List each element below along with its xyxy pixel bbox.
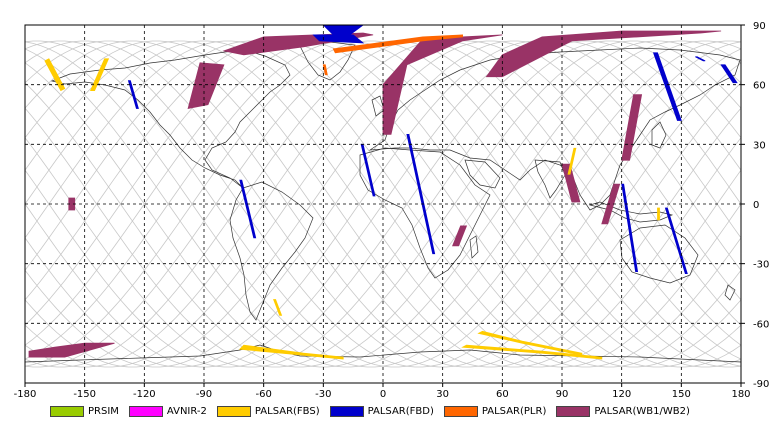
legend-swatch (128, 405, 163, 417)
legend-item: PALSAR(WB1/WB2) (556, 405, 690, 417)
y-axis-ticks: 90 60 30 0 -30 -60 -90 (741, 21, 769, 390)
coastline-south-america (229, 181, 314, 321)
legend-item: PRSIM (50, 405, 119, 417)
x-tick-label: 60 (496, 389, 509, 400)
swath-palsar-fbd (127, 80, 139, 109)
x-tick-label: 120 (612, 389, 631, 400)
orbit-track (24, 40, 742, 368)
x-axis-ticks: -180 -150 -120 -90 -60 -30 0 30 60 90 120 150 180 (14, 383, 751, 400)
swath-palsar-fbs (657, 207, 660, 221)
swath-palsar-wb1-wb2 (485, 30, 722, 78)
legend-item: PALSAR(PLR) (443, 405, 547, 417)
legend-swatch (329, 405, 364, 417)
x-tick-label: -120 (133, 389, 156, 400)
coastline-madagascar (469, 235, 479, 259)
legend-item: PALSAR(FBD) (329, 405, 434, 417)
x-tick-label: -150 (73, 389, 96, 400)
x-tick-label: 180 (731, 389, 750, 400)
swath-palsar-fbd (652, 52, 682, 121)
swath-palsar-fbs (273, 299, 283, 316)
swath-palsar-fbs (477, 330, 583, 356)
x-tick-label: -60 (255, 389, 271, 400)
x-tick-label: 150 (672, 389, 691, 400)
coastline-greenland (299, 41, 356, 81)
swath-palsar-fbd (695, 56, 706, 62)
legend-swatch (50, 405, 84, 417)
legend-item: PALSAR(FBS) (216, 405, 320, 417)
x-tick-label: 90 (556, 389, 569, 400)
swath-palsar-wb1-wb2 (382, 34, 503, 135)
y-tick-label: 0 (753, 200, 759, 211)
swath-palsar-fbd (406, 133, 436, 255)
swath-palsar-plr (332, 34, 464, 54)
legend-swatch (556, 405, 591, 417)
x-tick-label: -90 (196, 389, 212, 400)
swath-palsar-wb1-wb2 (601, 183, 621, 225)
map-canvas: -180 -150 -120 -90 -60 -30 0 30 60 90 120 150 180 90… (14, 21, 770, 400)
coastline-australia (619, 224, 699, 284)
swath-palsar-fbd (720, 64, 738, 84)
x-tick-label: 0 (380, 389, 386, 400)
legend-swatch (216, 405, 251, 417)
coastline-southeast-asia (588, 201, 674, 223)
coastline-new-zealand (724, 284, 736, 301)
legend-swatch (443, 405, 478, 417)
legend: PRSIM AVNIR-2 PALSAR(FBS) PALSAR(FBD) PALSAR… (50, 403, 700, 419)
swath-palsar-fbs (461, 344, 603, 360)
swath-palsar-wb1-wb2 (68, 197, 76, 211)
orbit-track (24, 40, 742, 368)
legend-label: PALSAR(FBS) (254, 405, 320, 417)
legend-label: PALSAR(WB1/WB2) (594, 405, 690, 417)
swath-palsar-fbs (567, 147, 577, 175)
swath-palsar-fbs (238, 344, 344, 360)
coastline-india (534, 159, 566, 199)
y-tick-label: 60 (753, 81, 766, 92)
sensor-swaths (28, 24, 738, 360)
swath-palsar-wb1-wb2 (621, 94, 643, 161)
swath-palsar-wb1-wb2 (561, 163, 581, 203)
graticule (25, 25, 741, 383)
legend-label: PALSAR(PLR) (481, 405, 547, 417)
swath-palsar-fbd (664, 207, 688, 275)
y-tick-label: -30 (753, 260, 769, 271)
swath-palsar-plr (322, 64, 328, 76)
coastline-north-america (50, 49, 291, 189)
legend-label: PRSIM (88, 405, 119, 417)
x-tick-label: -30 (315, 389, 331, 400)
coastline-africa (359, 147, 491, 279)
x-tick-label: -180 (14, 389, 37, 400)
coastline-japan (651, 121, 667, 149)
x-tick-label: 30 (436, 389, 449, 400)
swath-palsar-fbs (89, 58, 110, 91)
swath-palsar-fbd (621, 183, 639, 273)
legend-label: PALSAR(FBD) (367, 405, 434, 417)
swath-palsar-fbs (44, 58, 66, 92)
swath-palsar-fbd (239, 179, 257, 239)
y-tick-label: 30 (753, 140, 766, 151)
swath-palsar-fbd (312, 34, 365, 44)
y-tick-label: -60 (753, 319, 769, 330)
legend-item: AVNIR-2 (128, 405, 207, 417)
y-tick-label: -90 (753, 379, 769, 390)
swath-palsar-wb1-wb2 (187, 62, 225, 110)
coastline-eurasia (368, 47, 741, 211)
coastline-arabia (464, 159, 501, 189)
swath-palsar-wb1-wb2 (452, 225, 468, 247)
y-tick-label: 90 (753, 21, 766, 32)
legend-label: AVNIR-2 (166, 405, 207, 417)
